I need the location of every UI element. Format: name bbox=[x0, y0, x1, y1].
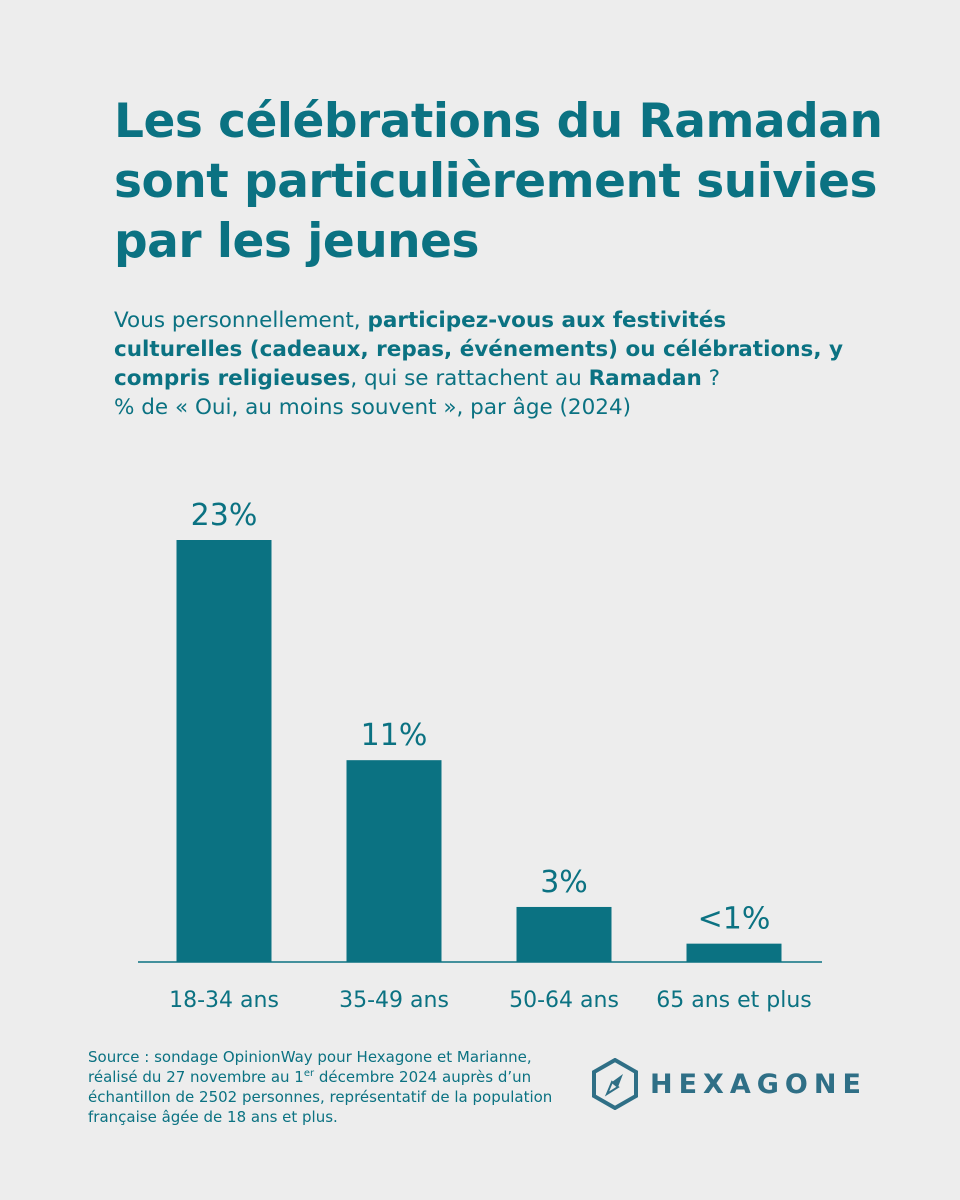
measure-label: % de « Oui, au moins souvent », par âge … bbox=[114, 395, 632, 420]
category-label: 35-49 ans bbox=[339, 988, 449, 1013]
data-label: 3% bbox=[540, 865, 588, 900]
question-text: ? bbox=[701, 366, 721, 391]
compass-hexagon-icon bbox=[592, 1058, 638, 1110]
category-label: 65 ans et plus bbox=[656, 988, 812, 1013]
category-label: 18-34 ans bbox=[169, 988, 279, 1013]
data-label: 23% bbox=[191, 498, 258, 533]
question-keyword: Ramadan bbox=[588, 366, 702, 391]
chart-subtitle: Vous personnellement, participez-vous au… bbox=[114, 306, 854, 422]
bar bbox=[686, 943, 782, 962]
bar bbox=[346, 760, 442, 962]
data-label: 11% bbox=[361, 718, 428, 753]
bar bbox=[516, 906, 612, 962]
question-text: Vous personnellement, bbox=[114, 308, 368, 333]
bar bbox=[176, 540, 272, 962]
bar-chart: 23% 18-34 ans 11% 35-49 ans 3% 50-64 ans <1% 65… bbox=[138, 498, 822, 1013]
question-text-bold: participez-vous aux festivités culturell… bbox=[114, 308, 843, 391]
category-label: 50-64 ans bbox=[509, 988, 619, 1013]
chart-title: Les célébrations du Ramadan sont particu… bbox=[114, 94, 883, 269]
question-text: , qui se rattachent au bbox=[350, 366, 589, 391]
source-note: Source : sondage OpinionWay pour Hexagon… bbox=[88, 1048, 553, 1126]
hexagone-logo: HEXAGONE bbox=[592, 1058, 867, 1110]
data-label: <1% bbox=[698, 902, 771, 937]
logo-text: HEXAGONE bbox=[650, 1068, 867, 1100]
